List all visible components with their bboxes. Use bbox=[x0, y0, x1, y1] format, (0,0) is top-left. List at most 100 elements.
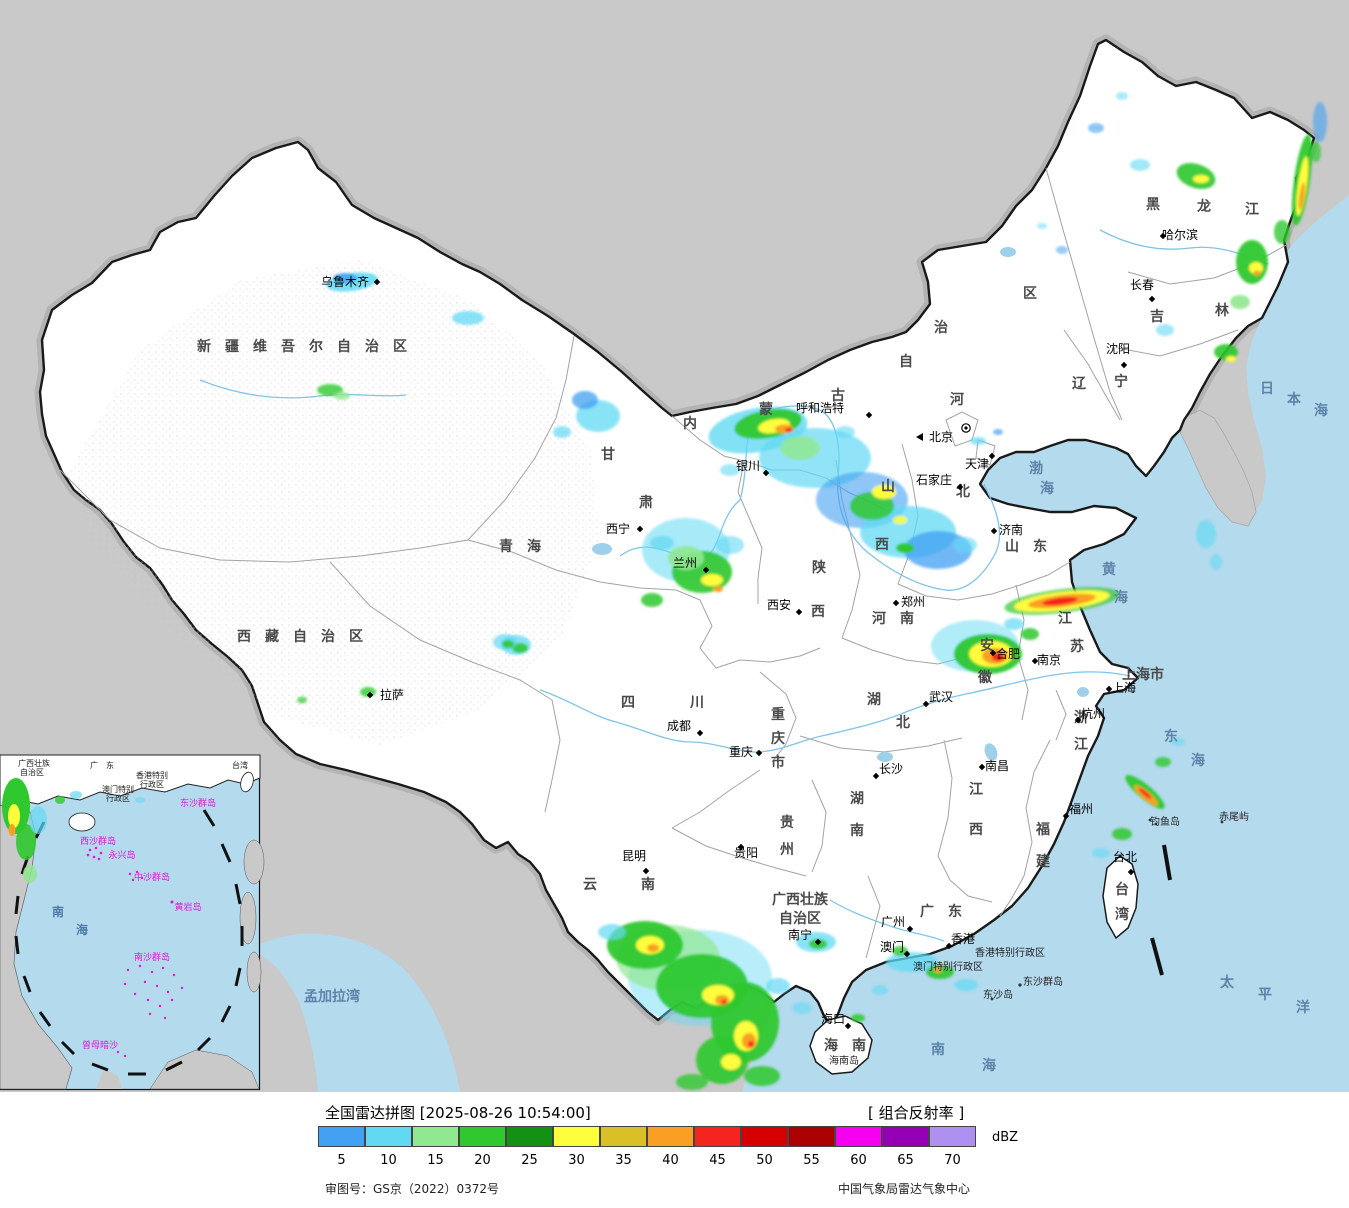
inset-label: 香港特别 bbox=[136, 770, 168, 780]
legend-step: 10 bbox=[365, 1126, 412, 1168]
dashed-boundary-segments bbox=[1150, 844, 1172, 976]
city-marker bbox=[1074, 716, 1082, 724]
city-marker bbox=[636, 525, 644, 533]
city-marker bbox=[702, 566, 710, 574]
city-label: 西安 bbox=[767, 597, 791, 612]
map-label: 南 bbox=[850, 822, 864, 839]
map-label: 林 bbox=[1215, 302, 1229, 319]
inset-label: 东沙群岛 bbox=[180, 797, 216, 809]
map-label: 福 bbox=[1035, 821, 1050, 838]
city-label: 重庆 bbox=[729, 745, 753, 759]
legend-step: 45 bbox=[694, 1126, 741, 1168]
inset-taiwan bbox=[240, 771, 254, 793]
city-label: 成都 bbox=[667, 719, 691, 733]
map-approval-number: 审图号：GS京（2022）0372号 bbox=[325, 1182, 499, 1196]
capital-marker-dot bbox=[964, 426, 968, 430]
map-label: 山 东 bbox=[1005, 538, 1047, 555]
city-marker bbox=[956, 483, 964, 491]
korea-peninsula bbox=[1179, 409, 1257, 527]
legend-color-swatch bbox=[318, 1126, 365, 1147]
hainan-island bbox=[809, 1015, 873, 1075]
map-label: 江 bbox=[1058, 610, 1072, 627]
legend-color-swatch bbox=[929, 1126, 976, 1147]
legend-step: 65 bbox=[882, 1126, 929, 1168]
sea bbox=[742, 195, 1349, 1092]
city-marker bbox=[945, 942, 953, 950]
city-label: 昆明 bbox=[622, 849, 646, 863]
map-label: 徽 bbox=[977, 669, 993, 686]
city-label: 北京 bbox=[929, 430, 953, 444]
inset-label: 台湾 bbox=[232, 760, 248, 770]
map-label: 香港特别行政区 bbox=[975, 946, 1045, 959]
map-label: 吉 bbox=[1150, 308, 1164, 325]
city-marker bbox=[1127, 868, 1135, 876]
city-marker bbox=[865, 411, 873, 419]
city-marker bbox=[366, 691, 374, 699]
city-marker bbox=[903, 950, 911, 958]
map-label: 西 bbox=[811, 604, 825, 620]
city-label: 台北 bbox=[1113, 849, 1137, 864]
city-label: 哈尔滨 bbox=[1162, 227, 1198, 242]
map-label: 海 bbox=[982, 1057, 996, 1074]
inset-reef-dots bbox=[86, 846, 184, 1058]
beijing-pointer-icon bbox=[916, 433, 923, 441]
legend-step: 40 bbox=[647, 1126, 694, 1168]
city-label: 银川 bbox=[736, 459, 760, 473]
inset-label: 自治区 bbox=[20, 767, 44, 777]
map-label: 庆 bbox=[771, 730, 785, 747]
legend-value: 55 bbox=[803, 1153, 820, 1168]
legend-color-swatch bbox=[741, 1126, 788, 1147]
inset-label: 澳门特别 bbox=[102, 784, 134, 794]
legend-step: 35 bbox=[600, 1126, 647, 1168]
map-label: 上海市 bbox=[1122, 666, 1164, 683]
legend-color-swatch bbox=[788, 1126, 835, 1147]
map-label: 赤尾屿 bbox=[1219, 811, 1249, 823]
map-label: 河 南 bbox=[872, 610, 914, 627]
city-label: 武汉 bbox=[929, 690, 953, 704]
legend-step: 50 bbox=[741, 1126, 788, 1168]
city-marker bbox=[978, 763, 986, 771]
map-label: 海 南 bbox=[824, 1037, 866, 1054]
map-label: 江 bbox=[969, 781, 983, 798]
map-label: 广 东 bbox=[920, 903, 962, 920]
city-label: 兰州 bbox=[673, 556, 697, 570]
city-label: 贵阳 bbox=[734, 846, 758, 860]
city-marker bbox=[696, 729, 704, 737]
city-label: 杭州 bbox=[1081, 706, 1105, 721]
map-label: 湾 bbox=[1115, 906, 1129, 923]
legend-color-swatch bbox=[412, 1126, 459, 1147]
map-label: 渤 bbox=[1029, 460, 1043, 477]
legend-step: 70 bbox=[929, 1126, 976, 1168]
map-label: 南 bbox=[931, 1041, 945, 1058]
city-label: 合肥 bbox=[996, 646, 1020, 661]
inset-label: 黄岩岛 bbox=[174, 901, 201, 913]
map-label: 广西壮族 bbox=[772, 891, 829, 908]
map-label: 贵 bbox=[780, 814, 794, 831]
map-label: 新 疆 维 吾 尔 自 治 区 bbox=[197, 338, 407, 355]
map-label: 太 bbox=[1220, 974, 1235, 991]
map-label: 东 bbox=[1164, 728, 1178, 745]
inset-label: 海 bbox=[76, 922, 88, 937]
city-marker bbox=[1148, 295, 1156, 303]
inset-label: 行政区 bbox=[140, 779, 164, 789]
city-marker bbox=[814, 938, 822, 946]
city-marker bbox=[373, 278, 381, 286]
map-label: 青 海 bbox=[499, 538, 541, 555]
map-label: 自 bbox=[899, 353, 913, 370]
legend-value: 60 bbox=[850, 1153, 867, 1168]
city-label: 拉萨 bbox=[380, 687, 404, 702]
legend-value: 5 bbox=[337, 1153, 346, 1168]
city-marker bbox=[1159, 232, 1167, 240]
legend-step: 20 bbox=[459, 1126, 506, 1168]
taiwan-island bbox=[1102, 855, 1139, 940]
legend-step: 15 bbox=[412, 1126, 459, 1168]
city-label: 石家庄 bbox=[916, 472, 952, 487]
map-label: 江 bbox=[1245, 201, 1259, 218]
city-marker bbox=[922, 700, 930, 708]
city-marker bbox=[892, 599, 900, 607]
legend-color-swatch bbox=[647, 1126, 694, 1147]
map-label: 肃 bbox=[639, 494, 653, 511]
